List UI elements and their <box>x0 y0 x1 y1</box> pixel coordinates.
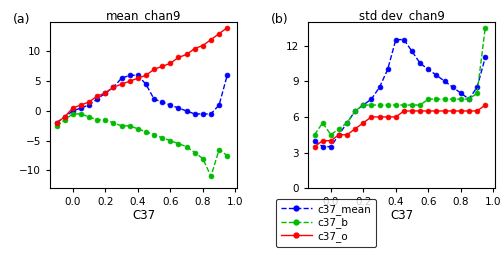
Title: std dev_chan9: std dev_chan9 <box>358 9 444 22</box>
Text: (b): (b) <box>270 13 288 26</box>
X-axis label: C37: C37 <box>132 209 155 222</box>
Legend: c37_mean, c37_b, c37_o: c37_mean, c37_b, c37_o <box>276 199 376 247</box>
Text: (a): (a) <box>12 13 30 26</box>
X-axis label: C37: C37 <box>390 209 413 222</box>
Title: mean_chan9: mean_chan9 <box>106 9 181 22</box>
